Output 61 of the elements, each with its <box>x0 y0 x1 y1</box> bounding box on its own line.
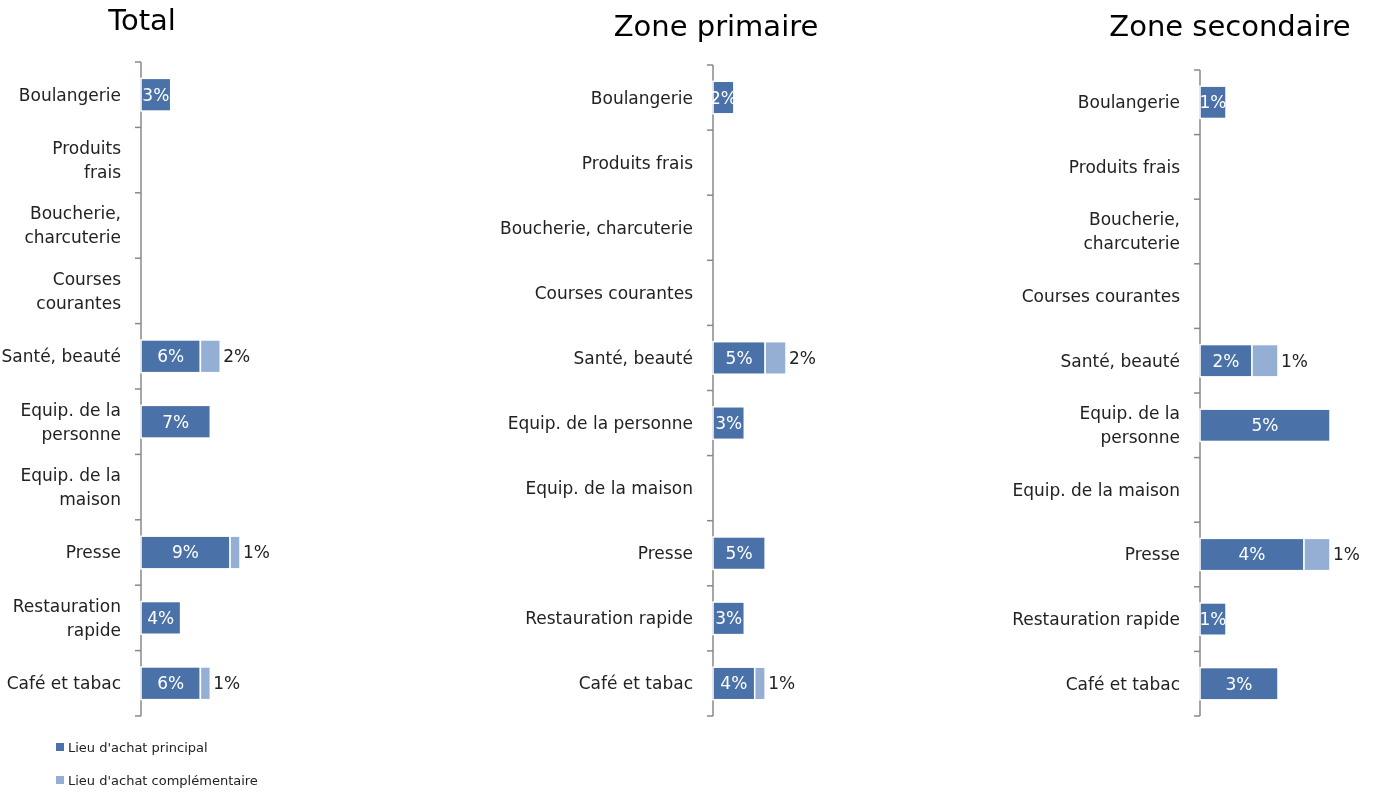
data-label: 9% <box>172 542 200 563</box>
y-tick-label: Produits frais <box>581 152 694 173</box>
y-tick-label: Boucherie, charcuterie <box>500 217 693 238</box>
bar <box>1199 666 1279 701</box>
data-label: 4% <box>1238 544 1266 565</box>
y-tick-label: Courses courantes <box>1021 286 1181 307</box>
chart-title: Zone primaire <box>613 9 819 43</box>
y-tick-label: Equip. de la maison <box>1012 479 1180 500</box>
y-tick-label: Boucherie, charcuterie <box>24 203 121 248</box>
data-label: 3% <box>142 84 170 105</box>
legend-label: Lieu d'achat complémentaire <box>68 772 258 788</box>
data-label: 1% <box>1281 350 1308 371</box>
y-tick-label: Equip. de la personne <box>507 413 693 433</box>
chart-title: Total <box>107 3 176 37</box>
y-tick-label: Equip. de la maison <box>525 478 693 499</box>
y-tick-label: Restauration rapide <box>12 595 121 640</box>
y-tick-label: Presse <box>637 543 693 564</box>
bar <box>712 536 766 571</box>
data-label: 2% <box>1212 350 1240 371</box>
data-label: 3% <box>715 608 743 629</box>
data-label: 1% <box>768 673 796 694</box>
data-label: 1% <box>1333 544 1360 565</box>
y-tick-label: Equip. de la personne <box>20 399 121 444</box>
data-label: 5% <box>725 347 753 368</box>
y-tick-label: Boulangerie <box>18 84 121 105</box>
data-label: 4% <box>720 673 748 694</box>
data-label: 5% <box>1251 415 1279 436</box>
y-tick-label: Boucherie, charcuterie <box>1083 209 1180 254</box>
data-label: 1% <box>213 673 241 694</box>
data-label: 2% <box>789 347 816 368</box>
y-tick-label: Café et tabac <box>1065 673 1180 694</box>
data-label: 6% <box>157 673 185 694</box>
y-tick-label: Equip. de la personne <box>1079 403 1180 448</box>
data-label: 6% <box>157 346 185 367</box>
chart-title: Zone secondaire <box>1109 9 1351 43</box>
data-label: 7% <box>162 411 190 432</box>
y-tick-label: Boulangerie <box>1077 92 1180 113</box>
y-tick-label: Santé, beauté <box>1060 350 1180 371</box>
y-tick-label: Equip. de la maison <box>20 465 121 510</box>
y-tick-label: Santé, beauté <box>573 347 693 368</box>
y-tick-label: Produits frais <box>52 138 122 183</box>
y-tick-label: Presse <box>1124 544 1180 565</box>
data-label: 1% <box>243 542 270 563</box>
y-tick-label: Produits frais <box>1068 156 1181 177</box>
data-label: 3% <box>1225 673 1253 694</box>
legend-label: Lieu d'achat principal <box>68 739 208 755</box>
bar <box>1199 408 1331 443</box>
y-tick-label: Santé, beauté <box>1 346 121 367</box>
y-tick-label: Courses courantes <box>36 268 122 313</box>
y-tick-label: Restauration rapide <box>1012 609 1180 630</box>
y-tick-label: Courses courantes <box>534 282 694 303</box>
y-tick-label: Presse <box>65 542 121 563</box>
y-tick-label: Café et tabac <box>6 673 121 694</box>
data-label: 4% <box>147 607 175 628</box>
y-tick-label: Boulangerie <box>590 87 693 108</box>
data-label: 3% <box>715 413 743 433</box>
y-tick-label: Restauration rapide <box>525 608 693 629</box>
data-label: 5% <box>725 543 753 564</box>
data-label: 2% <box>223 346 251 367</box>
bar <box>140 404 212 439</box>
y-tick-label: Café et tabac <box>578 673 693 694</box>
